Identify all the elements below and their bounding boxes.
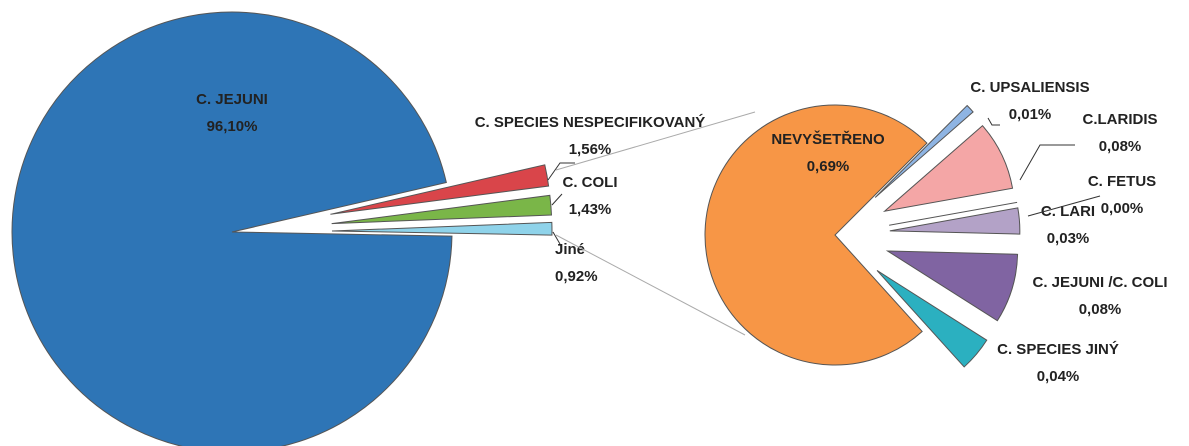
pie-slice bbox=[11, 11, 453, 446]
slice-label: C. FETUS bbox=[1088, 173, 1156, 190]
leader-line bbox=[1019, 144, 1075, 181]
pie-slice bbox=[331, 221, 553, 236]
pie-slice bbox=[876, 270, 988, 368]
slice-value-label: 0,08% bbox=[1079, 301, 1122, 318]
slice-label: C. SPECIES JINÝ bbox=[997, 340, 1119, 358]
connector-line bbox=[555, 234, 746, 336]
leader-line bbox=[547, 162, 575, 181]
connectors bbox=[547, 111, 1101, 336]
pie-slice bbox=[882, 124, 1014, 213]
slice-value-label: 0,00% bbox=[1101, 200, 1144, 217]
slice-value-label: 0,01% bbox=[1009, 106, 1052, 123]
pie-slice bbox=[331, 194, 552, 225]
slice-label: C. JEJUNI bbox=[196, 91, 268, 108]
slice-label: C. UPSALIENSIS bbox=[970, 79, 1089, 96]
slice-label: C. LARI bbox=[1041, 203, 1095, 220]
slice-value-label: 0,69% bbox=[807, 158, 850, 175]
slice-label: NEVYŠETŘENO bbox=[771, 130, 885, 148]
slice-value-label: 0,03% bbox=[1047, 230, 1090, 247]
pie-slice bbox=[874, 104, 974, 198]
pie-slice bbox=[885, 250, 1019, 322]
slice-value-label: 96,10% bbox=[207, 118, 258, 135]
connector-line bbox=[555, 111, 756, 171]
slice-value-label: 1,56% bbox=[569, 141, 612, 158]
slice-label: Jiné bbox=[555, 241, 585, 258]
leader-line bbox=[551, 193, 563, 206]
slice-label: C. SPECIES NESPECIFIKOVANÝ bbox=[475, 113, 706, 131]
slice-value-label: 0,08% bbox=[1099, 138, 1142, 155]
leader-line bbox=[987, 117, 1000, 126]
slice-value-label: 0,04% bbox=[1037, 368, 1080, 385]
slice-value-label: 1,43% bbox=[569, 201, 612, 218]
slice-label: C.LARIDIS bbox=[1083, 111, 1158, 128]
slice-label: C. JEJUNI /C. COLI bbox=[1032, 274, 1167, 291]
leader-line bbox=[1027, 195, 1101, 217]
slice-label: C. COLI bbox=[563, 174, 618, 191]
leader-line bbox=[552, 231, 561, 245]
pie-slice bbox=[330, 164, 550, 215]
slice-value-label: 0,92% bbox=[555, 268, 598, 285]
pie-slice bbox=[889, 207, 1021, 235]
pie-slice bbox=[704, 104, 928, 366]
